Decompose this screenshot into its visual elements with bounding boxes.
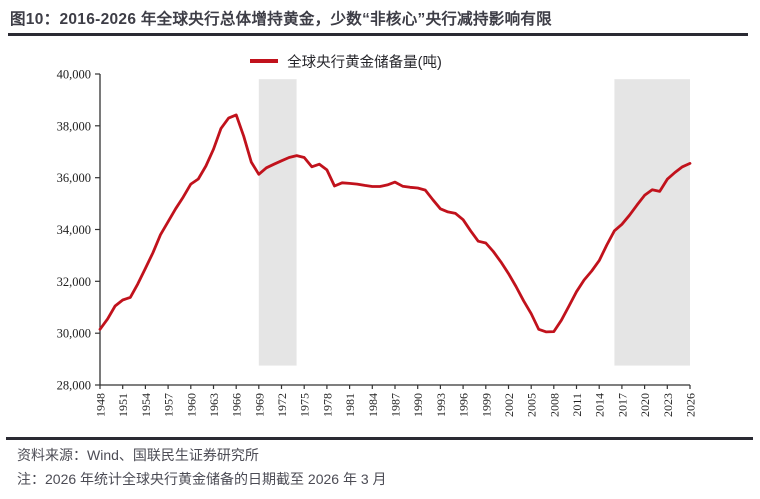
footer-divider bbox=[6, 437, 753, 440]
x-tick-label: 1996 bbox=[457, 393, 471, 417]
chart-legend: 全球央行黄金储备量(吨) bbox=[0, 52, 726, 71]
x-tick-label: 1993 bbox=[434, 393, 448, 417]
x-tick-label: 1984 bbox=[366, 393, 380, 417]
x-tick-label: 1981 bbox=[343, 393, 357, 417]
y-tick-label: 38,000 bbox=[57, 119, 91, 133]
x-tick-label: 2017 bbox=[615, 393, 629, 417]
x-tick-label: 1975 bbox=[298, 393, 312, 417]
x-tick-label: 2002 bbox=[502, 393, 516, 417]
highlight-band bbox=[614, 79, 690, 366]
x-tick-label: 2023 bbox=[661, 393, 675, 417]
highlight-band bbox=[258, 79, 297, 366]
y-tick-label: 30,000 bbox=[57, 327, 91, 341]
y-tick-label: 34,000 bbox=[57, 223, 91, 237]
x-tick-label: 1951 bbox=[116, 393, 130, 417]
x-tick-label: 1990 bbox=[411, 393, 425, 417]
x-tick-label: 1987 bbox=[389, 393, 403, 417]
x-tick-label: 1966 bbox=[230, 393, 244, 417]
x-tick-label: 2026 bbox=[684, 393, 698, 417]
title-divider bbox=[8, 33, 748, 36]
x-tick-label: 1969 bbox=[252, 393, 266, 417]
figure-title: 图10：2016-2026 年全球央行总体增持黄金，少数“非核心”央行减持影响有… bbox=[10, 11, 552, 28]
reserves-line bbox=[98, 113, 692, 334]
x-tick-label: 1948 bbox=[94, 393, 108, 417]
x-tick-label: 1999 bbox=[479, 393, 493, 417]
x-tick-label: 1978 bbox=[320, 393, 334, 417]
y-tick-label: 28,000 bbox=[57, 379, 91, 393]
x-tick-label: 1957 bbox=[162, 393, 176, 417]
note-text: 注：2026 年统计全球央行黄金储备的日期截至 2026 年 3 月 bbox=[17, 471, 387, 487]
y-tick-label: 32,000 bbox=[57, 275, 91, 289]
x-tick-label: 1972 bbox=[275, 393, 289, 417]
x-tick-label: 1963 bbox=[207, 393, 221, 417]
y-tick-label: 40,000 bbox=[57, 68, 91, 82]
x-tick-label: 2011 bbox=[570, 393, 584, 417]
source-text: 资料来源：Wind、国联民生证券研究所 bbox=[17, 447, 259, 463]
x-tick-label: 2014 bbox=[593, 393, 607, 417]
legend-line-swatch bbox=[250, 59, 279, 63]
x-tick-label: 1954 bbox=[139, 393, 153, 417]
y-tick-label: 36,000 bbox=[57, 171, 91, 185]
legend-label: 全球央行黄金储备量(吨) bbox=[287, 54, 442, 71]
gold-reserves-chart: 28,000 30,000 32,000 34,000 36,000 38,000 40,0… bbox=[57, 68, 698, 418]
x-tick-label: 2008 bbox=[547, 393, 561, 417]
x-tick-label: 2005 bbox=[525, 393, 539, 417]
x-tick-label: 1960 bbox=[184, 393, 198, 417]
x-tick-label: 2020 bbox=[638, 393, 652, 417]
